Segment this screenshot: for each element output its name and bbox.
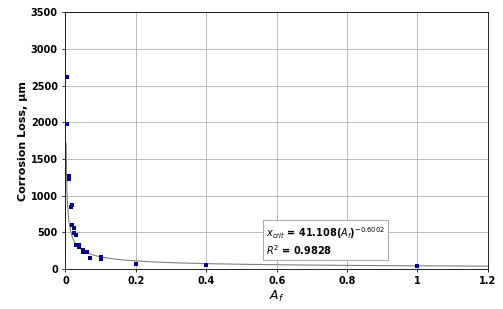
Point [82,249,91,254]
Text: $\mathit{x_{crit}}$ = 41.108($\mathit{A_f}$)$^{-0.6002}$
$\mathit{R}^2$ = 0.9828: $\mathit{x_{crit}}$ = 41.108($\mathit{A_… [266,225,385,257]
Point [70,231,78,235]
Point [75,244,83,249]
Point [65,173,73,178]
Point [65,176,73,181]
Point [75,242,83,247]
Point [63,74,71,79]
Point [86,255,94,260]
Point [66,204,74,209]
Point [97,255,105,260]
Point [413,264,422,269]
Point [79,247,87,252]
X-axis label: $\mathbf{\mathit{A_f}}$: $\mathbf{\mathit{A_f}}$ [269,289,284,304]
Point [97,256,105,261]
Point [72,242,80,247]
Point [70,225,78,230]
Point [202,262,210,267]
Point [68,203,76,208]
Point [79,249,87,254]
Point [68,222,76,227]
Point [132,261,140,266]
Y-axis label: Corrosion Loss, μm: Corrosion Loss, μm [18,81,28,201]
Point [72,233,80,238]
Point [63,121,71,126]
